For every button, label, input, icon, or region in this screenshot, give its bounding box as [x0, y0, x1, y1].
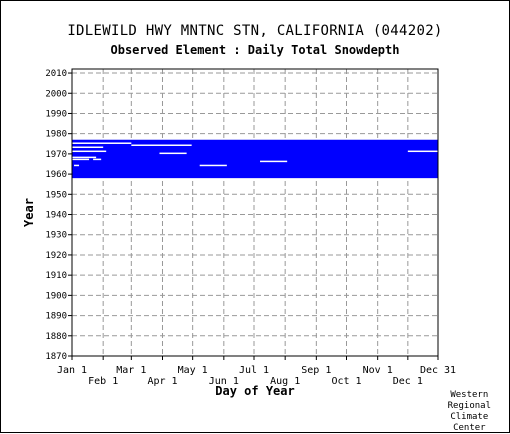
x-tick-label: Feb 1 — [88, 376, 118, 387]
y-tick-label: 1940 — [45, 211, 67, 221]
data-gap — [159, 152, 187, 155]
data-gap — [72, 150, 107, 153]
y-tick-label: 1960 — [45, 170, 67, 180]
chart-subtitle: Observed Element : Daily Total Snowdepth — [110, 43, 400, 57]
data-gap — [260, 160, 288, 163]
x-tick-label: Mar 1 — [116, 365, 146, 376]
source-label: Western Regional Climate Center — [448, 390, 491, 434]
y-tick-label: 1890 — [45, 312, 67, 322]
x-tick-label: Jul 1 — [239, 365, 269, 376]
y-tick-label: 1880 — [45, 332, 67, 342]
x-tick-label: Nov 1 — [363, 365, 393, 376]
y-tick-label: 2010 — [45, 69, 67, 79]
x-tick-label: Apr 1 — [147, 376, 177, 387]
data-gap — [72, 142, 132, 144]
source-label-line: Western Regional Climate Center — [448, 390, 491, 434]
data-gap — [131, 144, 192, 146]
y-tick-label: 1920 — [45, 251, 67, 261]
data-gap — [72, 158, 90, 161]
data-gap — [93, 158, 102, 161]
chart-title: IDLEWILD HWY MNTNC STN, CALIFORNIA (0442… — [67, 23, 443, 39]
y-tick-label: 1900 — [45, 291, 67, 301]
data-gap — [72, 156, 97, 159]
y-tick-label: 2000 — [45, 89, 67, 99]
data-gap — [199, 164, 227, 167]
y-tick-label: 1870 — [45, 352, 67, 362]
y-axis-label: Year — [22, 198, 36, 227]
x-tick-label: Oct 1 — [331, 376, 361, 387]
x-axis-label: Day of Year — [215, 384, 294, 398]
data-gap — [407, 150, 438, 153]
x-tick-label: Jun 1 — [209, 376, 239, 387]
data-block — [72, 139, 438, 179]
y-tick-label: 1980 — [45, 130, 67, 140]
source-label-line: Climate — [450, 412, 489, 422]
y-tick-label: 1990 — [45, 109, 67, 119]
source-label-line: Center — [453, 423, 486, 433]
data-gap — [72, 146, 104, 149]
x-tick-label: May 1 — [178, 365, 208, 376]
y-tick-label: 1910 — [45, 271, 67, 281]
y-tick-label: 1970 — [45, 150, 67, 160]
x-tick-label: Aug 1 — [270, 376, 300, 387]
y-tick-label: 1930 — [45, 231, 67, 241]
x-tick-label: Sep 1 — [301, 365, 331, 376]
x-tick-label: Jan 1 — [57, 365, 87, 376]
plot-border — [71, 68, 439, 357]
source-label-line: Western — [450, 390, 489, 400]
source-label-line: Regional — [447, 401, 491, 411]
x-tick-label: Dec 31 — [420, 365, 456, 376]
y-tick-label: 1950 — [45, 190, 67, 200]
data-gap — [74, 164, 80, 167]
x-tick-label: Dec 1 — [393, 376, 423, 387]
